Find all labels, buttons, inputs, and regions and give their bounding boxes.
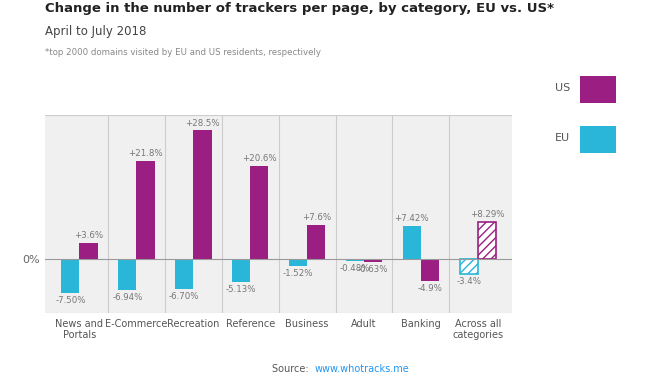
- Text: -5.13%: -5.13%: [226, 285, 257, 294]
- Bar: [175, 259, 193, 289]
- Bar: [289, 259, 307, 266]
- Text: -1.52%: -1.52%: [283, 269, 313, 278]
- Bar: [118, 259, 136, 290]
- Bar: [136, 161, 155, 259]
- Bar: [193, 130, 211, 259]
- Text: -6.70%: -6.70%: [169, 292, 200, 301]
- Text: -0.48%: -0.48%: [340, 264, 370, 273]
- Bar: [402, 225, 421, 259]
- Text: April to July 2018: April to July 2018: [45, 25, 146, 38]
- Text: -7.50%: -7.50%: [55, 296, 86, 304]
- Text: EU: EU: [555, 133, 570, 142]
- Bar: [346, 259, 364, 261]
- Bar: [421, 259, 439, 281]
- Text: -6.94%: -6.94%: [112, 293, 143, 302]
- Text: +3.6%: +3.6%: [74, 231, 103, 240]
- Bar: [459, 259, 478, 274]
- Text: +28.5%: +28.5%: [185, 119, 220, 128]
- Bar: [459, 259, 478, 274]
- Bar: [80, 243, 98, 259]
- Bar: [307, 225, 325, 259]
- Text: -0.63%: -0.63%: [358, 265, 388, 274]
- Text: +7.6%: +7.6%: [301, 213, 330, 222]
- Text: www.whotracks.me: www.whotracks.me: [314, 364, 409, 374]
- Text: +7.42%: +7.42%: [395, 214, 429, 223]
- Bar: [478, 222, 496, 259]
- Text: *top 2000 domains visited by EU and US residents, respectively: *top 2000 domains visited by EU and US r…: [45, 48, 321, 57]
- Text: +21.8%: +21.8%: [128, 149, 163, 158]
- Text: Change in the number of trackers per page, by category, EU vs. US*: Change in the number of trackers per pag…: [45, 2, 554, 15]
- Bar: [250, 166, 268, 259]
- Text: US: US: [555, 83, 570, 93]
- Bar: [364, 259, 382, 262]
- Text: Source:: Source:: [272, 364, 312, 374]
- Bar: [62, 259, 80, 293]
- Text: +20.6%: +20.6%: [242, 154, 277, 163]
- Text: +8.29%: +8.29%: [470, 210, 504, 219]
- Text: -4.9%: -4.9%: [417, 284, 443, 293]
- Text: -3.4%: -3.4%: [456, 277, 481, 286]
- Bar: [478, 222, 496, 259]
- Bar: [232, 259, 250, 282]
